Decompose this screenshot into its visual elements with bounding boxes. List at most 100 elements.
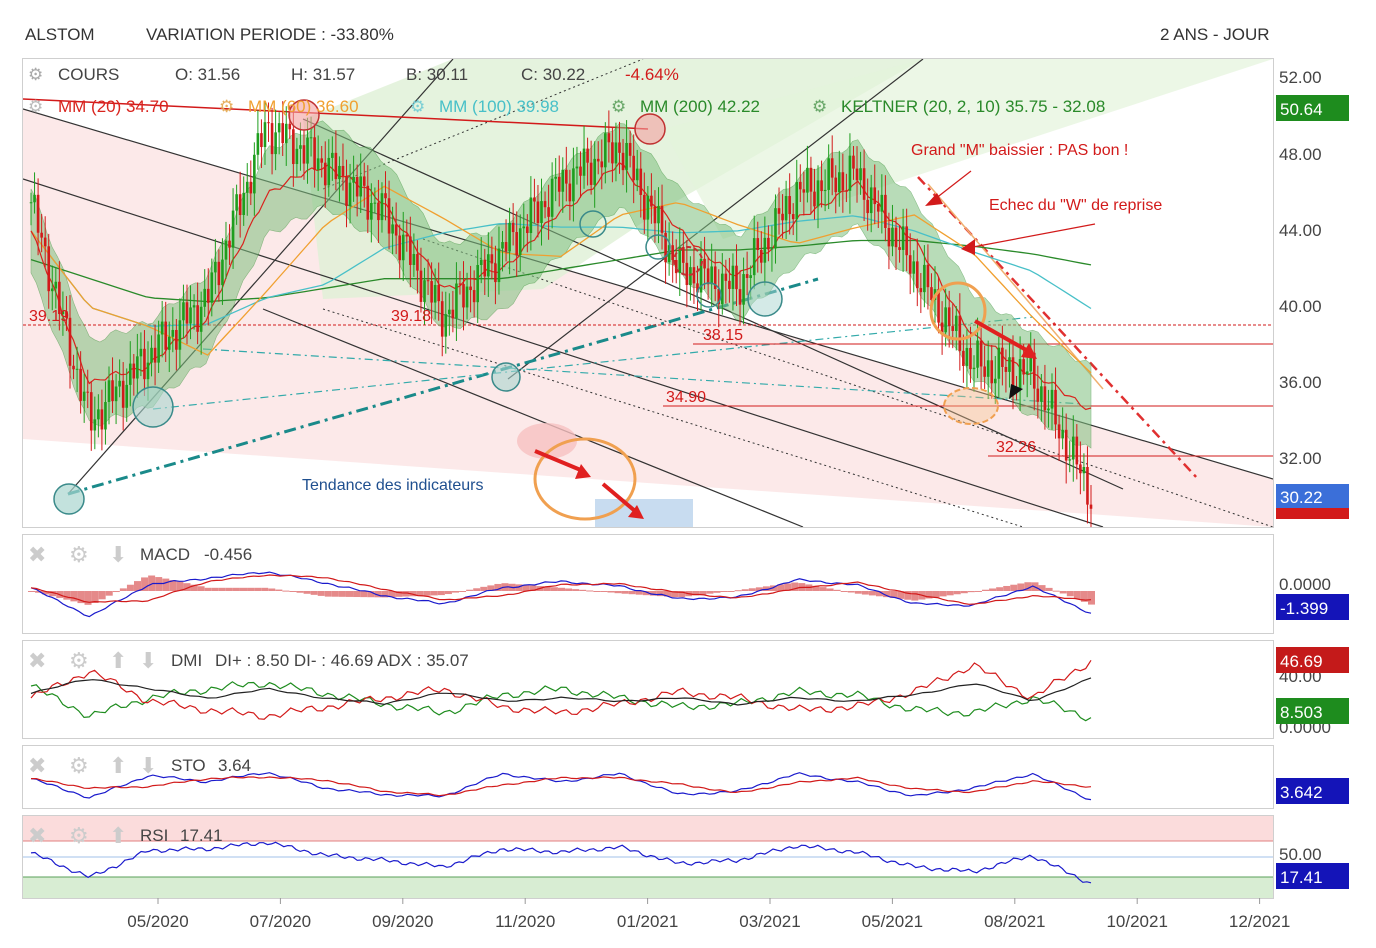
candle-body — [554, 176, 557, 179]
candle-body — [852, 155, 855, 169]
level-label-3919: 39.19 — [29, 308, 69, 325]
sto-panel[interactable]: ✖ ⚙ ⬆ ⬇ STO 3.64 — [22, 745, 1274, 809]
candle-body — [795, 181, 799, 220]
macd-panel[interactable]: ✖ ⚙ ⬇ MACD -0.456 — [22, 534, 1274, 634]
candle-body — [508, 222, 511, 252]
candle-body — [1032, 352, 1036, 389]
sto-label: STO — [171, 756, 206, 775]
dmi-badge-green-bg — [1276, 698, 1349, 724]
candle-body — [394, 224, 398, 236]
macd-hist-bar — [593, 591, 601, 592]
arrow-down-icon[interactable]: ⬇ — [109, 542, 127, 567]
macd-hist-bar — [762, 586, 770, 591]
macd-hist-bar — [784, 583, 792, 591]
candle-body — [604, 133, 607, 168]
candle-body — [682, 247, 685, 263]
candle-body — [132, 363, 136, 379]
candle-body — [483, 259, 487, 277]
keltner-band — [30, 120, 1092, 449]
gear-icon[interactable]: ⚙ — [69, 648, 89, 673]
macd-hist-bar — [713, 591, 721, 593]
gear-icon[interactable]: ⚙ — [69, 823, 89, 848]
macd-hist-bar — [176, 581, 184, 591]
macd-hist-bar — [1088, 591, 1095, 605]
legend-close: C: 30.22 — [521, 65, 585, 84]
candle-body — [586, 148, 589, 163]
candle-body — [75, 368, 79, 370]
circle-mid-5 — [673, 246, 703, 276]
candle-body — [1001, 347, 1004, 367]
candle-body — [472, 290, 476, 303]
macd-hist-bar — [777, 584, 785, 591]
close-icon[interactable]: ✖ — [28, 823, 46, 848]
price-panel[interactable]: 39.19 39.18 38.15 34.90 32.26 Grand "M" … — [22, 58, 1274, 528]
rsi-panel[interactable]: ✖ ⚙ ⬆ RSI 17.41 — [22, 815, 1274, 899]
circle-low-1 — [53, 483, 85, 515]
candle-body — [820, 180, 823, 192]
candle-body — [1075, 436, 1079, 465]
gear-icon[interactable]: ⚙ — [611, 97, 626, 116]
close-icon[interactable]: ✖ — [28, 542, 46, 567]
dmi-badge-red-bg — [1276, 647, 1349, 673]
candle-body — [972, 367, 976, 370]
gear-icon[interactable]: ⚙ — [28, 97, 43, 116]
macd-hist-bar — [586, 590, 594, 592]
macd-histogram — [28, 575, 1095, 605]
candle-body — [476, 264, 479, 303]
macd-hist-bar — [755, 587, 763, 591]
sto-value: 3.64 — [218, 756, 251, 775]
candle-body — [703, 258, 706, 269]
close-icon[interactable]: ✖ — [28, 753, 46, 778]
macd-hist-bar — [967, 591, 975, 593]
candle-body — [848, 155, 852, 191]
candle-body — [469, 286, 472, 291]
candle-body — [791, 214, 795, 220]
candle-body — [937, 289, 940, 323]
macd-hist-bar — [614, 591, 622, 594]
gear-icon[interactable]: ⚙ — [28, 65, 43, 84]
price-tick: 52.00 — [1279, 68, 1322, 87]
arrow-up-icon[interactable]: ⬆ — [109, 753, 127, 778]
candle-body — [784, 196, 788, 221]
candle-body — [1057, 424, 1061, 439]
candle-body — [118, 380, 121, 387]
macd-hist-bar — [42, 591, 50, 595]
candle-body — [352, 177, 355, 183]
candle-body — [540, 201, 543, 224]
close-icon[interactable]: ✖ — [28, 648, 46, 673]
candle-body — [362, 176, 366, 186]
dmi-panel[interactable]: ✖ ⚙ ⬆ ⬇ DMI DI+ : 8.50 DI- : 46.69 ADX :… — [22, 640, 1274, 739]
candle-body — [238, 194, 242, 216]
candle-body — [880, 194, 884, 212]
gear-icon[interactable]: ⚙ — [410, 97, 425, 116]
candle-body — [401, 234, 405, 261]
gear-icon[interactable]: ⚙ — [812, 97, 827, 116]
macd-badge-bg — [1276, 594, 1349, 620]
candle-body — [526, 226, 529, 234]
macd-hist-bar — [183, 583, 191, 591]
macd-hist-bar — [1073, 591, 1081, 600]
candle-body — [710, 266, 713, 285]
candle-body — [370, 202, 373, 220]
mm100-line — [30, 215, 1092, 327]
period-selector[interactable]: 2 ANS - JOUR — [1160, 25, 1270, 44]
price-tick: 40.00 — [1279, 297, 1322, 316]
candle-body — [898, 247, 901, 250]
gear-icon[interactable]: ⚙ — [69, 753, 89, 778]
arrow-up-icon[interactable]: ⬆ — [109, 823, 127, 848]
candle-body — [455, 283, 458, 319]
candle-body — [288, 123, 292, 130]
arrow-down-icon[interactable]: ⬇ — [139, 753, 157, 778]
candle-body — [919, 288, 923, 293]
gear-icon[interactable]: ⚙ — [69, 542, 89, 567]
arrow-up-icon[interactable]: ⬆ — [109, 648, 127, 673]
arrow-down-icon[interactable]: ⬇ — [139, 648, 157, 673]
candle-body — [451, 309, 455, 319]
macd-hist-bar — [232, 587, 240, 591]
candle-body — [646, 195, 650, 220]
gear-icon[interactable]: ⚙ — [219, 97, 234, 116]
x-tick-label: 03/2021 — [739, 912, 800, 931]
macd-hist-bar — [558, 587, 565, 591]
macd-hist-bar — [459, 591, 467, 592]
candle-body — [313, 137, 316, 170]
